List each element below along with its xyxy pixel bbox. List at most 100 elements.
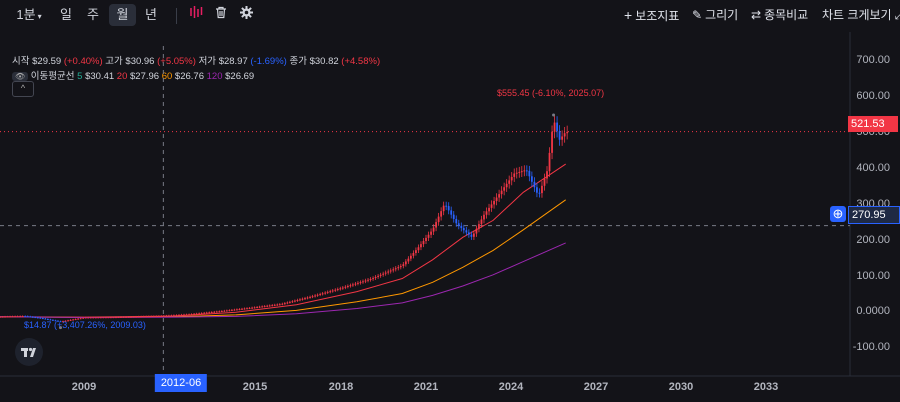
period-day[interactable]: 일	[60, 7, 72, 22]
candle-body	[301, 298, 304, 300]
indicators-label: 보조지표	[635, 9, 680, 23]
indicators-button[interactable]: + 보조지표	[624, 4, 679, 26]
candle-body	[92, 317, 95, 319]
candle-body	[435, 222, 437, 228]
candle-body	[357, 282, 359, 284]
candle-body	[6, 316, 9, 318]
candle-body	[16, 316, 19, 318]
candle-body	[165, 315, 168, 317]
candle-body	[0, 316, 1, 318]
candle-body	[183, 314, 185, 316]
candle-body	[498, 194, 501, 198]
candle-body	[231, 309, 233, 311]
trash-icon[interactable]	[211, 4, 231, 26]
candle-body	[26, 316, 29, 318]
candle-body	[556, 122, 558, 132]
candle-body	[278, 304, 281, 306]
candle-body	[392, 269, 395, 271]
candle-body	[122, 316, 125, 318]
candle-body	[218, 311, 221, 313]
low-annotation: $14.87 (+3,407.26%, 2009.03)	[24, 320, 146, 330]
candle-body	[198, 313, 201, 315]
candle-body	[445, 205, 448, 207]
y-tick: 0.0000	[856, 305, 890, 317]
candle-body	[200, 313, 203, 315]
candle-body	[31, 316, 34, 318]
candle-body	[271, 305, 274, 307]
candle-body	[515, 172, 518, 174]
chart-size-button[interactable]: 차트 크게보기 ⤢	[822, 4, 900, 26]
candle-body	[288, 301, 291, 303]
draw-button[interactable]: ✎ 그리기	[692, 4, 738, 26]
open-change: (+0.40%)	[63, 56, 103, 67]
candle-body	[14, 316, 17, 318]
collapse-legend-button[interactable]: ^	[12, 81, 34, 97]
low-value: $28.97	[218, 56, 248, 67]
draw-label: 그리기	[705, 8, 739, 22]
candle-body	[430, 231, 432, 235]
candle-body	[115, 317, 117, 319]
y-axis[interactable]: 700.00 600.00 500.00 400.00 300.00 200.0…	[850, 32, 900, 376]
crosshair-price-tag: 270.95	[848, 206, 900, 224]
close-label: 종가	[289, 56, 307, 67]
candle-body	[135, 316, 138, 318]
ma-line-ma120	[0, 242, 566, 319]
candle-body	[483, 214, 485, 220]
compare-button[interactable]: ⇄ 종목비교	[751, 4, 808, 26]
candle-body	[110, 317, 112, 319]
tradingview-logo[interactable]	[15, 338, 43, 366]
open-value: $29.59	[32, 56, 62, 67]
candle-body	[185, 314, 188, 316]
candle-body	[21, 316, 24, 318]
expand-icon: ⤢	[894, 8, 900, 22]
candle-body	[140, 316, 143, 318]
candle-body	[268, 305, 271, 307]
candle-body	[404, 261, 407, 265]
candle-body	[160, 315, 163, 317]
candle-body	[306, 297, 309, 299]
candle-body	[425, 237, 427, 241]
candle-body	[523, 170, 526, 172]
candle-body	[137, 316, 140, 318]
candle-body	[354, 283, 357, 285]
chevron-down-icon: ▾	[37, 12, 42, 21]
candle-style-icon[interactable]	[186, 4, 206, 26]
gear-icon[interactable]	[236, 4, 256, 26]
chart-toolbar: 1분 ▾ 일 주 월 년 + 보조지표 ✎ 그리기 ⇄ 종목비교 차트 크게보기 ⤢	[0, 0, 900, 32]
x-tick: 2027	[583, 381, 609, 393]
candle-body	[190, 314, 193, 316]
candle-body	[107, 317, 110, 319]
candle-body	[84, 317, 87, 319]
period-year[interactable]: 년	[145, 7, 157, 22]
add-alert-icon[interactable]: ⊕	[830, 206, 846, 222]
candle-body	[478, 224, 480, 229]
period-month[interactable]: 월	[109, 4, 136, 26]
candle-body	[452, 214, 455, 219]
x-tick: 2015	[242, 381, 268, 393]
y-tick: 700.00	[856, 54, 890, 66]
candle-body	[467, 232, 470, 235]
candle-body	[427, 234, 430, 238]
candle-body	[228, 310, 231, 312]
candle-body	[437, 216, 440, 223]
candle-body	[99, 317, 102, 319]
candle-body	[470, 234, 473, 237]
candle-body	[170, 315, 173, 317]
candle-body	[152, 316, 155, 318]
period-week[interactable]: 주	[87, 7, 99, 22]
candle-body	[493, 201, 495, 205]
candle-body	[180, 314, 183, 316]
candle-body	[223, 310, 226, 312]
low-label: 저가	[198, 56, 217, 67]
ma-label: 이동평균선	[30, 71, 75, 82]
last-price-tag: 521.53	[848, 116, 898, 132]
candle-body	[508, 180, 511, 184]
x-tick: 2024	[498, 381, 524, 393]
candle-body	[518, 171, 521, 173]
ma120-period: 120	[206, 71, 223, 82]
candle-body	[117, 317, 120, 319]
high-value: $30.96	[125, 56, 155, 67]
candle-body	[220, 311, 223, 313]
visibility-icon[interactable]: 👁	[12, 72, 29, 81]
interval-select[interactable]: 1분 ▾	[12, 4, 46, 26]
